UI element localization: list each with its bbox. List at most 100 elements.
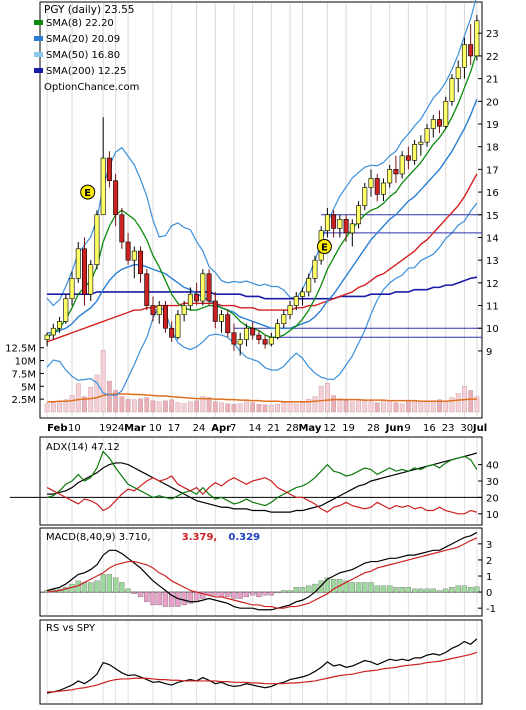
candle-body [343, 219, 349, 234]
date-label: 19 [99, 423, 112, 434]
macd-hist-bar [187, 591, 194, 604]
macd-hist-bar [150, 591, 156, 606]
price-tick-label: 15 [486, 211, 499, 222]
volume-bar [256, 404, 262, 413]
volume-bar [343, 400, 349, 413]
volume-bar [100, 350, 106, 413]
macd-hist-bar [436, 590, 443, 593]
candle-body [156, 305, 162, 315]
sma8-line [46, 51, 478, 338]
macd-hist-bar [243, 591, 250, 598]
macd-hist-bar [474, 586, 480, 593]
candle-body [437, 119, 442, 127]
series-line [47, 651, 478, 693]
volume-bar [306, 398, 312, 413]
volume-bar [219, 402, 224, 413]
macd-hist-bar [380, 585, 387, 593]
candle-body [418, 141, 424, 145]
volume-bar [225, 403, 231, 413]
date-label: Jul [472, 423, 487, 434]
candle-body [50, 327, 56, 336]
volume-bar [474, 396, 480, 413]
volume-bar [275, 404, 280, 413]
candle-body [231, 332, 237, 345]
legend-sma200: SMA(200) 12.25 [46, 66, 127, 77]
candle-body [200, 273, 206, 302]
candlesticks [44, 15, 480, 356]
volume-bar [374, 402, 380, 413]
candle-body [268, 337, 274, 345]
legend: SMA(8) 22.20 SMA(20) 20.09 SMA(50) 16.80… [34, 18, 127, 77]
legend-sma8: SMA(8) 22.20 [46, 18, 114, 29]
macd-hist-bar [368, 582, 374, 593]
macd-hist-bar [250, 591, 256, 596]
macd-hist-bar [468, 587, 474, 593]
volume-bar [312, 396, 318, 413]
price-tick-label: 10 [486, 324, 499, 335]
macd-hist-bar [262, 591, 268, 596]
macd-hist-bar [119, 582, 125, 593]
volume-bar [113, 390, 119, 413]
candle-body [88, 264, 94, 295]
candle-body [175, 314, 181, 338]
macd-hist-bar [411, 588, 418, 593]
date-label: May [298, 423, 321, 434]
candle-body [468, 44, 474, 57]
panel-tick-label: 1 [486, 572, 492, 583]
volume-bars [44, 350, 480, 413]
volume-bar [356, 399, 361, 413]
sma200-line [47, 276, 478, 300]
volume-bar [418, 402, 424, 413]
volume-bar [281, 402, 287, 413]
candle-body [380, 182, 386, 195]
macd-hist-bar [330, 579, 337, 593]
date-label: 21 [267, 423, 280, 434]
panel-tick-label: 10 [486, 510, 499, 521]
candle-body [144, 273, 150, 306]
macd-hist-bar [156, 591, 162, 606]
volume-bar [75, 383, 81, 413]
date-label: 10 [149, 423, 162, 434]
panel-tick-label: 20 [486, 493, 499, 504]
date-label: Feb [47, 423, 67, 434]
volume-bar [237, 403, 243, 413]
volume-bar [187, 401, 193, 413]
volume-bar [455, 393, 461, 413]
price-axis-ticks: 9 10 11 12 13 14 15 16 17 18 19 20 21 22 23 [478, 29, 499, 358]
date-label: 23 [442, 423, 455, 434]
macd-hist-bar [274, 591, 281, 594]
candle-body [250, 327, 256, 336]
macd-hist-bar [387, 585, 393, 593]
series-line [46, 450, 478, 507]
volume-bar [125, 398, 131, 413]
volume-bar [63, 399, 69, 413]
candle-body [368, 178, 374, 188]
price-tick-label: 9 [486, 347, 492, 358]
macd-hist-bar [418, 588, 424, 593]
volume-bar [169, 399, 175, 413]
volume-bar [399, 403, 405, 413]
macd-hist-bar [125, 588, 131, 593]
volume-bar [44, 403, 50, 413]
candle-body [443, 101, 449, 127]
earnings-marker [316, 239, 332, 255]
macd-hist-bar [430, 588, 436, 593]
volume-bar [119, 396, 125, 413]
candle-body [393, 169, 399, 175]
candle-body [243, 327, 249, 340]
macd-hist-bar [112, 577, 119, 593]
macd-title-main: MACD(8,40,9) 3.710, [46, 532, 151, 543]
candle-body [94, 214, 100, 265]
date-label: 7 [230, 423, 236, 434]
macd-hist-bar [424, 588, 430, 593]
candle-body [206, 273, 212, 302]
candle-body [100, 157, 106, 216]
macd-hist-bar [287, 590, 293, 593]
volume-bar [231, 404, 237, 413]
candle-body [256, 334, 262, 340]
upper-band [46, 0, 477, 307]
date-label: Apr [211, 423, 231, 434]
